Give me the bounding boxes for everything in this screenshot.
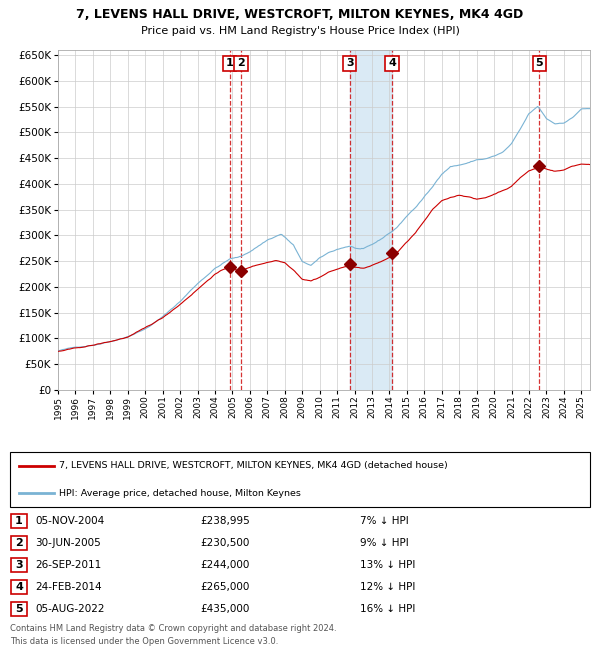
FancyBboxPatch shape: [11, 580, 27, 594]
Text: 16% ↓ HPI: 16% ↓ HPI: [360, 604, 415, 614]
Text: 2: 2: [15, 538, 23, 548]
Text: £238,995: £238,995: [200, 516, 250, 526]
Text: Price paid vs. HM Land Registry's House Price Index (HPI): Price paid vs. HM Land Registry's House …: [140, 26, 460, 36]
Text: £244,000: £244,000: [200, 560, 250, 570]
Text: £230,500: £230,500: [200, 538, 250, 548]
Text: 7, LEVENS HALL DRIVE, WESTCROFT, MILTON KEYNES, MK4 4GD (detached house): 7, LEVENS HALL DRIVE, WESTCROFT, MILTON …: [59, 462, 448, 470]
Text: Contains HM Land Registry data © Crown copyright and database right 2024.
This d: Contains HM Land Registry data © Crown c…: [10, 624, 337, 645]
Text: 5: 5: [15, 604, 23, 614]
FancyBboxPatch shape: [11, 602, 27, 616]
Text: £265,000: £265,000: [200, 582, 250, 592]
Bar: [350, 50, 392, 390]
Text: 1: 1: [226, 58, 233, 68]
Text: 30-JUN-2005: 30-JUN-2005: [35, 538, 101, 548]
FancyBboxPatch shape: [10, 452, 590, 507]
Text: 3: 3: [346, 58, 353, 68]
FancyBboxPatch shape: [11, 514, 27, 528]
Text: 7% ↓ HPI: 7% ↓ HPI: [360, 516, 409, 526]
Text: 9% ↓ HPI: 9% ↓ HPI: [360, 538, 409, 548]
Text: 24-FEB-2014: 24-FEB-2014: [35, 582, 101, 592]
Text: HPI: Average price, detached house, Milton Keynes: HPI: Average price, detached house, Milt…: [59, 489, 301, 498]
Text: 4: 4: [15, 582, 23, 592]
Text: 7, LEVENS HALL DRIVE, WESTCROFT, MILTON KEYNES, MK4 4GD: 7, LEVENS HALL DRIVE, WESTCROFT, MILTON …: [76, 8, 524, 21]
Text: 3: 3: [15, 560, 23, 570]
Text: £435,000: £435,000: [200, 604, 250, 614]
Text: 4: 4: [388, 58, 396, 68]
Text: 12% ↓ HPI: 12% ↓ HPI: [360, 582, 415, 592]
FancyBboxPatch shape: [11, 536, 27, 550]
Text: 5: 5: [535, 58, 543, 68]
Text: 2: 2: [237, 58, 245, 68]
Text: 05-AUG-2022: 05-AUG-2022: [35, 604, 104, 614]
FancyBboxPatch shape: [11, 558, 27, 572]
Text: 26-SEP-2011: 26-SEP-2011: [35, 560, 101, 570]
Text: 1: 1: [15, 516, 23, 526]
Text: 13% ↓ HPI: 13% ↓ HPI: [360, 560, 415, 570]
Text: 05-NOV-2004: 05-NOV-2004: [35, 516, 104, 526]
